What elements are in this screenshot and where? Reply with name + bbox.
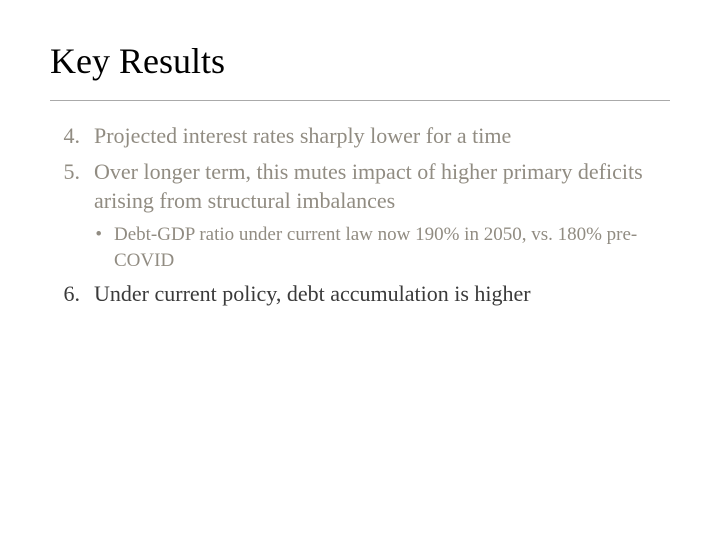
list-number: 4.: [50, 121, 94, 151]
list-item: 5. Over longer term, this mutes impact o…: [50, 157, 670, 216]
bullet-icon: •: [50, 222, 114, 273]
list-item: 4. Projected interest rates sharply lowe…: [50, 121, 670, 151]
title-divider: [50, 100, 670, 101]
list-number: 5.: [50, 157, 94, 216]
list-text: Projected interest rates sharply lower f…: [94, 121, 670, 151]
list-text: Over longer term, this mutes impact of h…: [94, 157, 670, 216]
list-number: 6.: [50, 279, 94, 309]
sub-list-text: Debt-GDP ratio under current law now 190…: [114, 222, 670, 273]
list-item: 6. Under current policy, debt accumulati…: [50, 279, 670, 309]
key-results-list: 4. Projected interest rates sharply lowe…: [50, 121, 670, 309]
sub-list-item: • Debt-GDP ratio under current law now 1…: [50, 222, 670, 273]
list-text: Under current policy, debt accumulation …: [94, 279, 670, 309]
slide-title: Key Results: [50, 40, 670, 82]
